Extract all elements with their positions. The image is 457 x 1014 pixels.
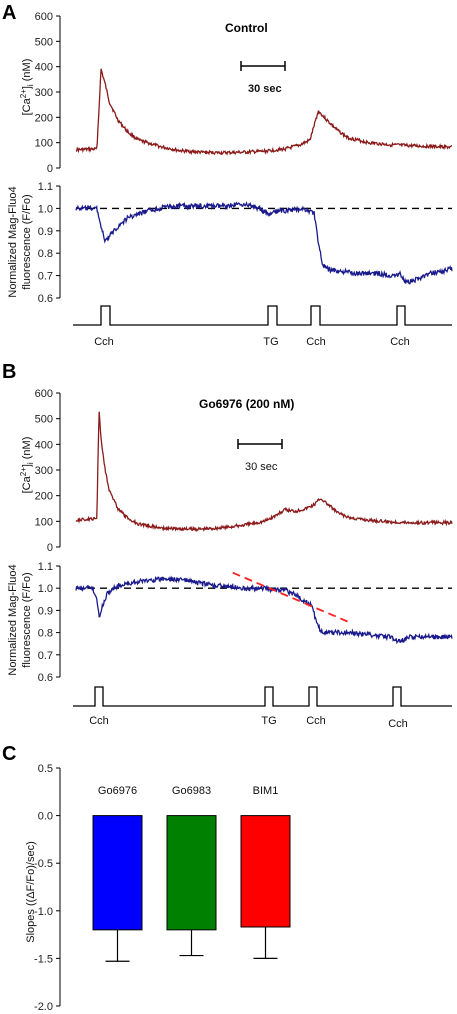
panel-a-calcium-ylabel-sup: 2+ [19, 89, 28, 98]
panel-b-magfluo-y-tick-label: 1.1 [38, 561, 53, 573]
panel-b-magfluo-y-tick-label: 0.8 [38, 628, 53, 640]
panel-b-magfluo-y-tick-label: 0.7 [38, 650, 53, 662]
panel-b-calcium-ylabel-sub: i [26, 462, 35, 464]
panel-b-calcium-trace-line [75, 411, 453, 533]
panel-a-stimulus-3: Cch [306, 336, 326, 348]
panel-a-title: Control [225, 21, 268, 35]
panel-a-magfluo-y-tick-label: 0.7 [38, 271, 53, 283]
panel-a-magfluo-y-tick-label: 0.9 [38, 226, 53, 238]
panel-b-magfluo-slope-fit-line [232, 571, 348, 623]
panel-c-bar-go6976 [92, 815, 143, 931]
panel-b-calcium-ylabel-unit: (nM) [21, 437, 33, 463]
panel-c-y-tick-label: -0.5 [34, 858, 53, 870]
panel-b-calcium-y-tick-label: 100 [35, 516, 53, 528]
panel-letter-b: B [2, 361, 16, 383]
panel-a-calcium-ylabel-end: ] [21, 86, 33, 89]
panel-c-bar-bim1 [240, 815, 291, 928]
panel-a-stimulus-2: TG [263, 336, 278, 348]
panel-a-magfluo-trace-line [75, 201, 453, 285]
panel-a-magfluo-y-tick-label: 1.1 [38, 181, 53, 193]
panel-b-calcium-axis: 0 100 200 300 400 500 600 [35, 388, 61, 554]
panel-a-calcium-y-tick-label: 100 [35, 138, 53, 150]
panel-b-magfluo-y-tick-label: 0.6 [38, 672, 53, 684]
panel-a-magfluo-y-tick-label: 1.0 [38, 203, 53, 215]
panel-a-magfluo-ylabel-1: Normalized Mag-Fluo4 [7, 186, 19, 297]
panel-b-calcium-trace-group [75, 411, 453, 533]
panel-a-calcium-y-tick-label: 600 [35, 11, 53, 23]
panel-c-y-tick-label: -1.0 [34, 906, 53, 918]
panel-b-scale-label: 30 sec [245, 461, 278, 473]
panel-a-calcium-ylabel-sub: i [26, 84, 35, 86]
panel-b-stimulus-2: TG [261, 715, 276, 727]
panel-b-calcium-ylabel: [Ca2+]i (nM) [19, 437, 35, 494]
panel-b-magfluo-axis: 0.6 0.7 0.8 0.9 1.0 1.1 [38, 561, 61, 684]
panel-c-y-tick-label: 0.0 [38, 811, 53, 823]
panel-b-magfluo-ylabel-2: fluorescence (F/Fo) [21, 572, 33, 667]
panel-b-calcium-y-tick-label: 200 [35, 491, 53, 503]
panel-b-magfluo-y-tick-label: 1.0 [38, 583, 53, 595]
panel-a-magfluo-trace-group [75, 201, 453, 285]
panel-c-bar-label-bim1: BIM1 [253, 785, 279, 797]
panel-a-calcium-y-tick-label: 200 [35, 112, 53, 124]
panel-a-calcium-trace-line [75, 68, 452, 156]
panel-b-magfluo-y-tick-label: 0.9 [38, 605, 53, 617]
panel-c-bar-go6983 [166, 815, 217, 931]
panel-c-bar-label-go6976: Go6976 [98, 785, 137, 797]
panel-a-magfluo-axis: 0.6 0.7 0.8 0.9 1.0 1.1 [38, 181, 61, 305]
panel-a-calcium-axis: 0 100 200 300 400 500 600 [35, 11, 61, 175]
panel-a-calcium-ylabel-unit: (nM) [21, 59, 33, 85]
panel-c-ylabel: Slopes ((ΔF/Fo)/sec) [25, 841, 37, 942]
panel-b-calcium-y-tick-label: 300 [35, 465, 53, 477]
panel-b-magfluo-ylabel-1: Normalized Mag-Fluo4 [7, 564, 19, 675]
panel-c-y-tick-label: 0.5 [38, 763, 53, 775]
panel-a-stimulus-4: Cch [390, 336, 410, 348]
panel-c-y-tick-label: -1.5 [34, 953, 53, 965]
panel-b-calcium-ylabel-main: [Ca [21, 475, 33, 493]
panel-a-magfluo-ylabel-2: fluorescence (F/Fo) [21, 194, 33, 289]
panel-a-calcium-ylabel-main: [Ca [21, 97, 33, 115]
panel-b-calcium-ylabel-end: ] [21, 464, 33, 467]
panel-a-calcium-ylabel: [Ca2+]i (nM) [19, 59, 35, 116]
panel-a-stimulus-1: Cch [94, 336, 114, 348]
panel-b-stimulus-1: Cch [89, 715, 109, 727]
panel-b-calcium-y-tick-label: 0 [47, 542, 53, 554]
panel-a-calcium-y-tick-label: 300 [35, 87, 53, 99]
panel-a-calcium-y-tick-label: 400 [35, 62, 53, 74]
panel-b-calcium-ylabel-sup: 2+ [19, 467, 28, 476]
panel-b-calcium-y-tick-label: 600 [35, 388, 53, 400]
panel-b-magfluo-trace-group [75, 571, 453, 645]
panel-c-bars-group: Go6976 Go6983 BIM1 [92, 785, 291, 962]
panel-b-stimulus-protocol [73, 686, 452, 707]
panel-c-axis: 0.5 0.0 -0.5 -1.0 -1.5 -2.0 [34, 763, 61, 1013]
panel-b-calcium-y-tick-label: 500 [35, 414, 53, 426]
panel-a-magfluo-y-tick-label: 0.6 [38, 293, 53, 305]
panel-a-stimulus-protocol [73, 305, 452, 326]
panel-c-bar-label-go6983: Go6983 [172, 785, 211, 797]
panel-letter-a: A [2, 2, 16, 24]
panel-b-magfluo-trace-line [75, 575, 453, 645]
panel-a-calcium-trace-group [75, 68, 452, 156]
panel-b-calcium-y-tick-label: 400 [35, 439, 53, 451]
panel-letter-c: C [2, 743, 16, 765]
panel-a-magfluo-y-tick-label: 0.8 [38, 248, 53, 260]
panel-b-title: Go6976 (200 nM) [199, 397, 294, 411]
panel-b-stimulus-3: Cch [306, 715, 326, 727]
panel-a-scale-label: 30 sec [248, 83, 282, 95]
panel-c-y-tick-label: -2.0 [34, 1001, 53, 1013]
panel-a-calcium-y-tick-label: 0 [47, 163, 53, 175]
panel-a-calcium-y-tick-label: 500 [35, 36, 53, 48]
panel-b-stimulus-4: Cch [388, 718, 408, 730]
